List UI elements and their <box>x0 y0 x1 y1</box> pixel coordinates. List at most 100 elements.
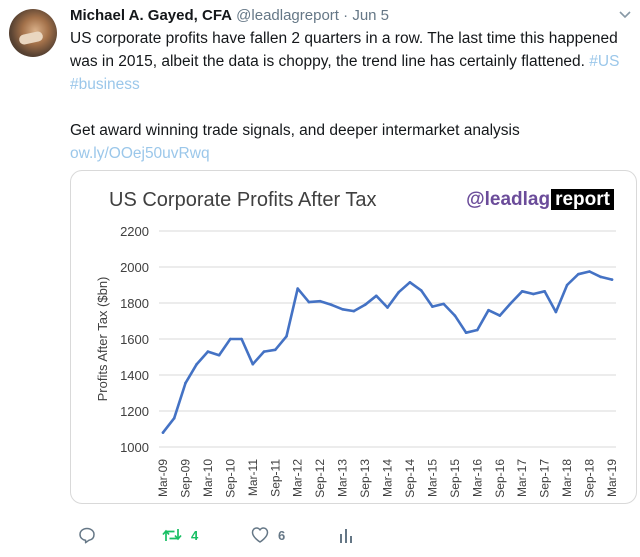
retweet-button[interactable]: 4 <box>161 524 198 546</box>
data-point <box>476 328 479 332</box>
data-point <box>599 275 603 279</box>
retweet-icon <box>162 529 182 541</box>
avatar-detail <box>18 30 44 46</box>
analytics-button[interactable] <box>338 524 354 546</box>
y-tick-label: 1000 <box>120 440 149 455</box>
data-point <box>532 292 535 296</box>
y-axis-label: Profits After Tax ($bn) <box>95 277 110 402</box>
x-tick-label: Sep-15 <box>448 459 462 498</box>
data-point <box>172 416 176 420</box>
x-tick-label: Sep-18 <box>583 459 597 498</box>
data-point <box>419 289 423 292</box>
data-point <box>464 331 468 334</box>
data-point <box>397 290 401 294</box>
analytics-icon <box>340 529 352 543</box>
data-point <box>285 335 288 338</box>
header-separator: · <box>343 7 349 24</box>
x-tick-label: Sep-14 <box>403 459 417 498</box>
x-tick-label: Mar-11 <box>246 459 260 496</box>
x-tick-label: Sep-13 <box>358 459 372 498</box>
data-point <box>330 303 333 307</box>
tweet-text-line-3: #business <box>70 73 630 96</box>
data-point <box>161 431 165 434</box>
tweet-text-line-2-body: was in 2015, albeit the data is choppy, … <box>70 53 585 70</box>
y-tick-label: 1800 <box>120 296 149 311</box>
like-button[interactable]: 6 <box>250 524 285 546</box>
data-point <box>453 314 457 317</box>
chart-card[interactable]: US Corporate Profits After Tax @leadlag r… <box>70 170 637 504</box>
data-point <box>487 308 490 312</box>
x-tick-label: Mar-19 <box>605 459 619 497</box>
x-tick-label: Mar-10 <box>201 459 215 497</box>
data-point <box>543 290 546 293</box>
action-bar: 4 6 <box>70 524 370 548</box>
chevron-down-icon[interactable] <box>618 10 632 20</box>
data-point <box>408 281 412 284</box>
series-line <box>161 270 614 434</box>
brand-logo: @leadlag report <box>466 189 614 211</box>
data-point <box>307 300 311 304</box>
x-tick-label: Sep-10 <box>223 459 237 498</box>
line-chart: 1000 1200 1400 1600 1800 2000 2200 Profits Afte… <box>95 224 619 498</box>
x-tick-label: Mar-14 <box>381 459 395 497</box>
heart-icon <box>251 527 269 543</box>
x-tick-label: Mar-12 <box>291 459 305 497</box>
data-point <box>554 310 558 314</box>
data-point <box>341 308 344 311</box>
data-point <box>363 303 367 307</box>
data-point <box>217 353 221 357</box>
data-point <box>588 270 591 273</box>
tweet-header: Michael A. Gayed, CFA @leadlagreport · J… <box>70 6 389 26</box>
avatar[interactable] <box>9 9 57 57</box>
brand-boxed: report <box>551 189 614 210</box>
data-point <box>229 337 232 341</box>
hashtag-us[interactable]: #US <box>589 53 620 70</box>
data-point <box>240 337 243 341</box>
data-point <box>498 314 502 317</box>
tweet-link[interactable]: ow.ly/OOej50uvRwq <box>70 145 210 162</box>
y-tick-label: 1400 <box>120 368 149 383</box>
tweet-text: US corporate profits have fallen 2 quart… <box>70 27 630 165</box>
x-tick-label: Sep-09 <box>179 459 193 498</box>
data-point <box>251 362 255 366</box>
data-point <box>431 305 434 308</box>
data-point <box>509 301 513 305</box>
data-point <box>442 302 445 306</box>
x-tick-label: Sep-17 <box>538 459 552 498</box>
reply-button[interactable] <box>78 524 96 546</box>
data-point <box>262 350 266 353</box>
data-point <box>195 362 198 366</box>
data-point <box>577 272 580 276</box>
x-tick-label: Mar-09 <box>156 459 170 497</box>
data-point <box>610 278 614 281</box>
data-point <box>184 381 187 385</box>
x-tick-label: Sep-16 <box>493 459 507 498</box>
data-point <box>318 299 322 303</box>
x-tick-label: Mar-16 <box>470 459 484 497</box>
x-tick-label: Mar-13 <box>336 459 350 497</box>
data-point <box>296 287 299 290</box>
data-point <box>352 309 356 313</box>
author-name[interactable]: Michael A. Gayed, CFA <box>70 7 232 24</box>
author-handle[interactable]: @leadlagreport <box>236 7 339 24</box>
data-point <box>273 348 277 352</box>
tweet-text-line-1: US corporate profits have fallen 2 quart… <box>70 30 618 47</box>
chart-title: US Corporate Profits After Tax <box>109 189 377 211</box>
y-tick-label: 1600 <box>120 332 149 347</box>
tweet-text-line-2: was in 2015, albeit the data is choppy, … <box>70 50 630 73</box>
x-tick-label: Sep-12 <box>313 459 327 498</box>
tweet-link-line: ow.ly/OOej50uvRwq <box>70 142 630 165</box>
tweet-date[interactable]: Jun 5 <box>352 7 390 24</box>
x-tick-label: Mar-17 <box>515 459 529 497</box>
tweet-cta: Get award winning trade signals, and dee… <box>70 122 520 139</box>
data-point <box>565 283 569 287</box>
hashtag-business[interactable]: #business <box>70 76 140 93</box>
data-point <box>386 306 389 309</box>
y-tick-label: 2200 <box>120 224 149 239</box>
x-tick-label: Mar-18 <box>560 459 574 497</box>
reply-icon <box>79 527 95 544</box>
y-tick-label: 2000 <box>120 260 149 275</box>
x-tick-label: Sep-11 <box>268 459 282 497</box>
data-point <box>206 350 210 353</box>
y-tick-label: 1200 <box>120 404 149 419</box>
